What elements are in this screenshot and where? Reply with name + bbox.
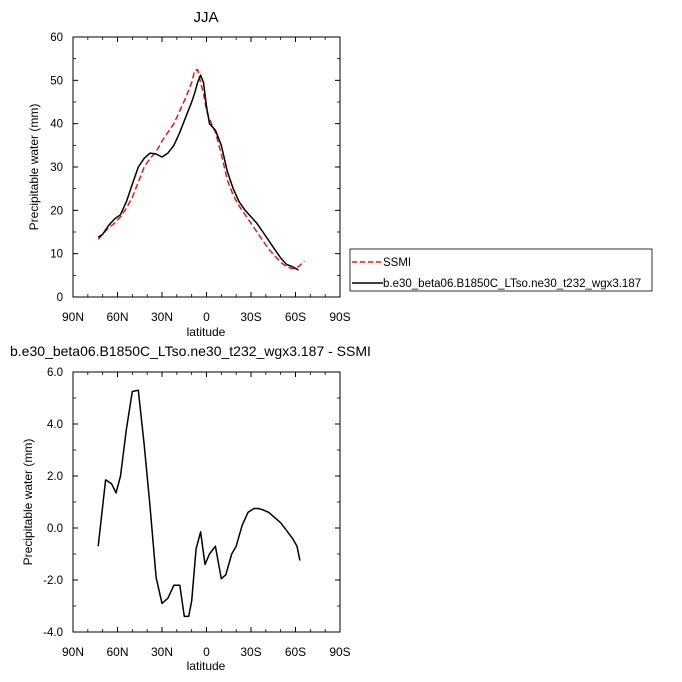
y-tick-label: 2.0: [47, 471, 63, 483]
top-chart-x-axis-label: latitude: [187, 325, 226, 339]
x-tick-label: 30S: [240, 310, 261, 324]
x-tick-label: 30S: [240, 645, 261, 659]
top-chart: JJA 90N 60N 30N 0 30S 60S 90S 0 10 20 30 40 50 60 la…: [27, 9, 653, 339]
y-tick-label: 4.0: [47, 419, 63, 431]
y-tick-label: -4.0: [43, 627, 63, 639]
series-line-0: [97, 68, 305, 270]
y-tick-label: 0.0: [47, 523, 63, 535]
bottom-chart-x-axis-label: latitude: [187, 659, 226, 673]
legend-label-model: b.e30_beta06.B1850C_LTso.ne30_t232_wgx3.…: [383, 278, 641, 290]
top-chart-plot-frame: [72, 36, 341, 298]
x-tick-label: 60S: [285, 645, 306, 659]
y-tick-label: 0: [57, 292, 63, 304]
top-chart-title: JJA: [193, 9, 218, 26]
bottom-chart-y-axis-label: Precipitable water (mm): [21, 439, 35, 566]
x-tick-label: 60N: [106, 645, 128, 659]
bottom-chart: b.e30_beta06.B1850C_LTso.ne30_t232_wgx3.…: [10, 343, 371, 673]
top-chart-y-axis-label: Precipitable water (mm): [27, 104, 41, 231]
x-tick-label: 90N: [62, 310, 84, 324]
series-line-0: [97, 389, 301, 618]
bottom-chart-y-ticks: -4.0 -2.0 0.0 2.0 4.0 6.0: [43, 367, 340, 639]
legend-label-ssmi: SSMI: [383, 257, 411, 269]
bottom-chart-series: [97, 389, 301, 618]
y-tick-label: 50: [50, 75, 63, 87]
legend-box: [349, 248, 653, 292]
x-tick-label: 30N: [151, 310, 173, 324]
x-tick-label: 90S: [329, 645, 350, 659]
bottom-chart-plot-frame: [72, 371, 341, 633]
x-tick-label: 90S: [329, 310, 350, 324]
x-tick-label: 0: [203, 645, 210, 659]
top-chart-y-ticks: 0 10 20 30 40 50 60: [50, 32, 340, 304]
top-chart-x-ticks: 90N 60N 30N 0 30S 60S 90S: [62, 37, 351, 324]
x-tick-label: 90N: [62, 645, 84, 659]
y-tick-label: 40: [50, 119, 63, 131]
legend: SSMI b.e30_beta06.B1850C_LTso.ne30_t232_…: [349, 248, 653, 292]
bottom-chart-x-ticks: 90N 60N 30N 0 30S 60S 90S: [62, 372, 351, 659]
series-line-1: [97, 74, 299, 271]
x-tick-label: 30N: [151, 645, 173, 659]
y-tick-label: -2.0: [43, 575, 63, 587]
y-tick-label: 10: [50, 249, 63, 261]
x-tick-label: 60N: [106, 310, 128, 324]
y-tick-label: 20: [50, 205, 63, 217]
x-tick-label: 0: [203, 310, 210, 324]
bottom-chart-title: b.e30_beta06.B1850C_LTso.ne30_t232_wgx3.…: [10, 343, 371, 359]
y-tick-label: 60: [50, 32, 63, 44]
y-tick-label: 30: [50, 162, 63, 174]
top-chart-series: [97, 68, 305, 271]
x-tick-label: 60S: [285, 310, 306, 324]
y-tick-label: 6.0: [47, 367, 63, 379]
